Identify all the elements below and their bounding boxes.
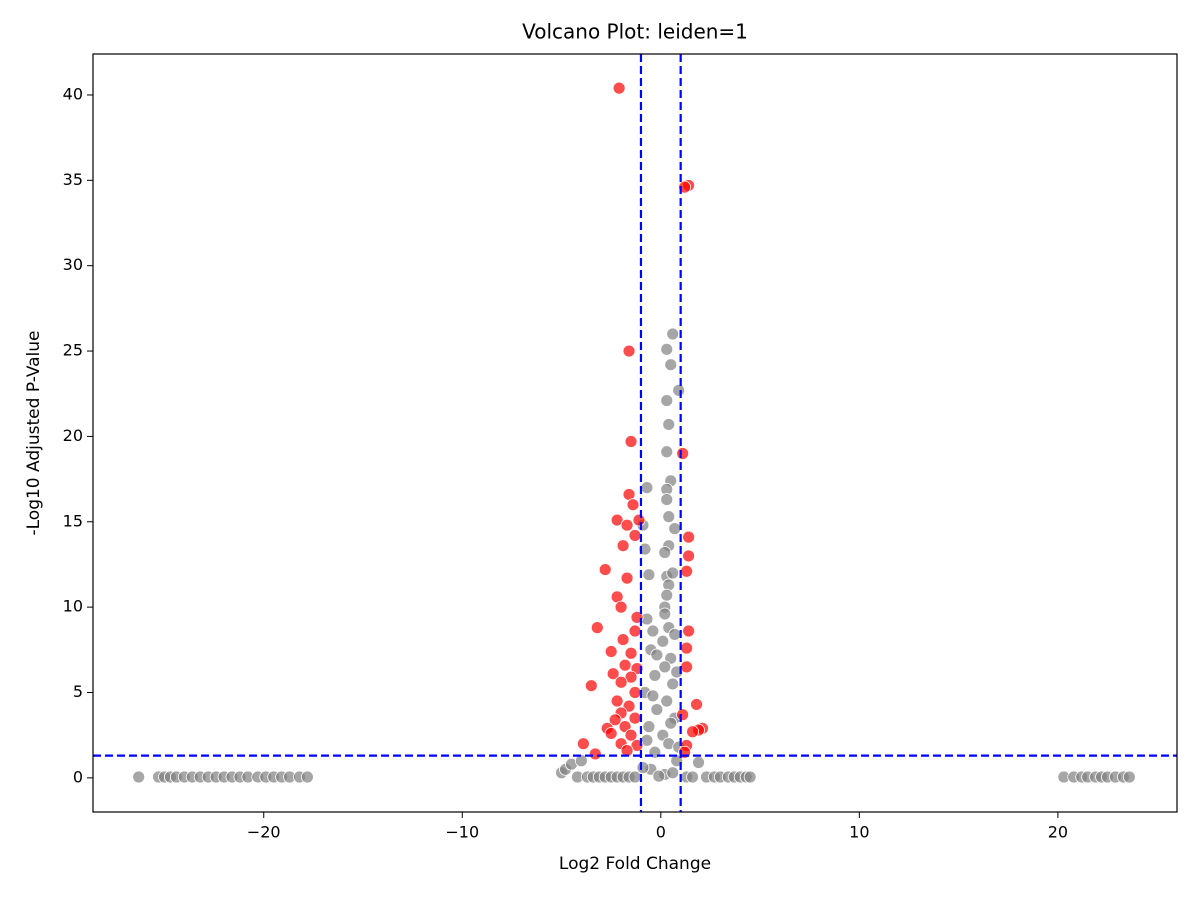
point	[574, 754, 588, 768]
point	[626, 498, 640, 512]
y-tick-label: 25	[63, 341, 83, 360]
point	[658, 607, 672, 621]
y-tick-label: 5	[73, 682, 83, 701]
point	[660, 445, 674, 459]
point	[650, 703, 664, 716]
point	[660, 394, 674, 407]
point	[680, 641, 694, 655]
point	[624, 646, 638, 660]
y-axis-label: -Log10 Adjusted P-Value	[24, 330, 44, 535]
point	[666, 766, 680, 780]
point	[606, 667, 620, 681]
point	[743, 770, 757, 784]
point	[590, 621, 604, 635]
point	[624, 435, 638, 448]
point	[628, 624, 642, 638]
x-tick-label: 10	[849, 823, 869, 842]
point	[624, 728, 638, 742]
point	[662, 510, 676, 524]
point	[692, 756, 705, 769]
point	[686, 770, 699, 784]
point	[612, 81, 626, 95]
point	[132, 770, 146, 784]
y-tick-label: 30	[63, 255, 83, 274]
x-tick-label: −20	[247, 823, 281, 842]
point	[666, 677, 680, 691]
x-tick-label: 0	[656, 823, 666, 842]
point	[676, 708, 690, 722]
point	[662, 418, 676, 431]
point	[622, 344, 636, 358]
point	[632, 513, 646, 527]
point	[604, 645, 618, 658]
point	[610, 513, 624, 527]
point	[610, 694, 624, 708]
plot-frame	[92, 53, 1178, 813]
y-tick-label: 0	[73, 767, 83, 786]
point	[576, 737, 590, 751]
chart-title: Volcano Plot: leiden=1	[522, 20, 748, 44]
point	[618, 658, 632, 672]
point	[660, 588, 674, 602]
x-tick-label: −10	[445, 823, 479, 842]
y-tick-label: 20	[63, 426, 83, 445]
y-tick-label: 35	[63, 170, 83, 189]
point	[636, 761, 650, 775]
point	[664, 358, 678, 372]
point	[652, 769, 666, 783]
point	[628, 686, 642, 699]
point	[658, 660, 672, 674]
point	[628, 529, 642, 542]
x-axis-label: Log2 Fold Change	[559, 854, 711, 874]
point	[680, 564, 694, 578]
point	[682, 530, 696, 544]
point	[301, 770, 314, 784]
point	[648, 669, 662, 682]
point	[628, 711, 642, 725]
point	[690, 698, 703, 711]
point	[604, 727, 618, 740]
point	[588, 747, 602, 761]
point	[608, 713, 622, 727]
point	[660, 342, 674, 356]
point	[584, 679, 598, 693]
point	[672, 383, 686, 397]
point	[660, 694, 674, 708]
point	[658, 546, 672, 559]
x-tick-label: 20	[1048, 823, 1068, 842]
point	[686, 725, 699, 739]
point	[660, 493, 674, 506]
y-tick-label: 40	[63, 84, 83, 103]
point	[624, 670, 638, 684]
point	[640, 481, 654, 495]
point	[676, 447, 690, 460]
y-tick-label: 15	[63, 511, 83, 530]
point	[642, 568, 656, 582]
point	[668, 628, 682, 641]
point	[650, 648, 664, 662]
point	[620, 571, 634, 585]
point	[682, 624, 696, 638]
point	[656, 634, 670, 648]
point	[598, 563, 612, 576]
point	[1122, 770, 1136, 784]
point	[666, 566, 680, 580]
point	[614, 600, 628, 614]
y-tick-label: 10	[63, 597, 83, 616]
point	[620, 518, 634, 532]
point	[614, 675, 628, 689]
point	[682, 549, 696, 563]
point	[616, 539, 630, 553]
point	[666, 327, 680, 341]
point	[646, 689, 660, 703]
point	[646, 624, 660, 638]
point	[642, 720, 656, 734]
point	[616, 633, 630, 646]
point	[680, 660, 694, 674]
point	[668, 522, 682, 536]
point	[664, 716, 678, 730]
